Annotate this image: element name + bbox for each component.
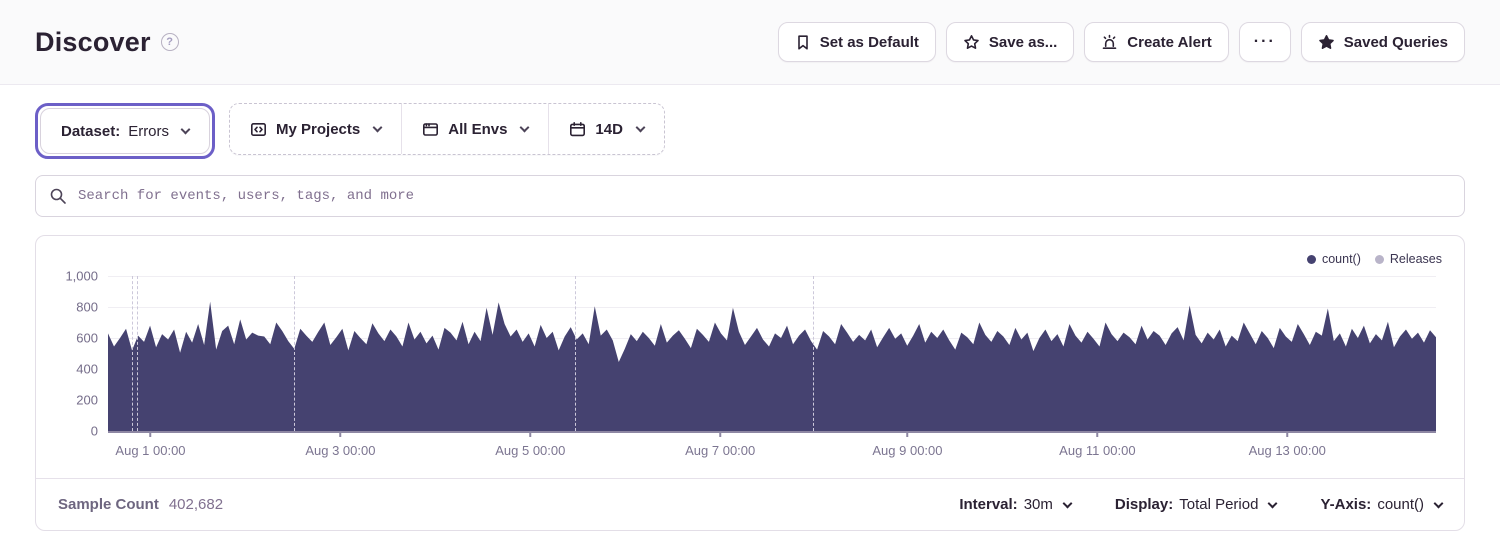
x-axis-label: Aug 3 00:00 bbox=[305, 443, 376, 458]
x-axis-tick bbox=[719, 431, 721, 437]
legend-item-releases[interactable]: Releases bbox=[1374, 252, 1442, 266]
chevron-down-icon bbox=[180, 124, 191, 134]
discover-content: Dataset: Errors My Projects All Envs 14D bbox=[0, 103, 1500, 531]
release-marker-line[interactable] bbox=[293, 276, 295, 431]
x-axis-label: Aug 5 00:00 bbox=[495, 443, 566, 458]
help-icon[interactable]: ? bbox=[160, 33, 179, 51]
x-axis-tick bbox=[339, 431, 342, 437]
x-axis: Aug 1 00:00 Aug 3 00:00 Aug 5 00:00 Aug 7 0… bbox=[108, 431, 1436, 476]
x-axis-label: Aug 11 00:00 bbox=[1059, 443, 1136, 458]
date-range-filter[interactable]: 14D bbox=[549, 104, 664, 154]
area-chart[interactable]: 0 200 400 600 800 1,000 Aug 1 00:00 Aug 3 00:0… bbox=[36, 236, 1464, 478]
x-axis-label: Aug 9 00:00 bbox=[872, 443, 943, 458]
sample-count: Sample Count 402,682 bbox=[58, 496, 224, 513]
dataset-selector[interactable]: Dataset: Errors bbox=[40, 108, 211, 154]
more-options-button[interactable]: ··· bbox=[1238, 22, 1291, 62]
x-axis-label: Aug 13 00:00 bbox=[1248, 443, 1326, 458]
release-marker-line[interactable] bbox=[575, 276, 577, 431]
divider bbox=[401, 104, 403, 154]
yaxis-selector[interactable]: Y-Axis: count() bbox=[1320, 496, 1444, 513]
search-input[interactable] bbox=[35, 175, 1465, 217]
bookmark-icon bbox=[797, 34, 808, 50]
search-icon bbox=[50, 188, 66, 204]
saved-queries-button[interactable]: Saved Queries bbox=[1300, 22, 1465, 62]
release-marker-line[interactable] bbox=[131, 276, 133, 431]
release-marker-line[interactable] bbox=[137, 276, 139, 431]
y-axis-label: 600 bbox=[76, 330, 98, 346]
create-alert-button[interactable]: Create Alert bbox=[1084, 22, 1229, 62]
sample-count-value: 402,682 bbox=[168, 496, 224, 513]
chevron-down-icon bbox=[635, 122, 646, 132]
y-axis-label: 200 bbox=[76, 392, 98, 408]
y-axis-label: 800 bbox=[76, 299, 98, 315]
page-header: Discover ? Set as Default Save as... Cre… bbox=[0, 0, 1500, 85]
divider bbox=[548, 104, 550, 154]
release-marker-line[interactable] bbox=[813, 276, 815, 431]
ellipsis-icon: ··· bbox=[1253, 33, 1276, 50]
chevron-down-icon bbox=[372, 122, 383, 132]
x-axis-tick bbox=[529, 431, 532, 437]
count-area-series bbox=[108, 276, 1436, 431]
x-axis-tick bbox=[149, 431, 152, 437]
x-axis-line bbox=[108, 431, 1436, 433]
calendar-icon bbox=[570, 121, 586, 136]
interval-selector[interactable]: Interval: 30m bbox=[959, 496, 1073, 513]
star-filled-icon bbox=[1318, 34, 1334, 49]
dataset-highlight-ring: Dataset: Errors bbox=[35, 103, 216, 159]
x-axis-label: Aug 7 00:00 bbox=[685, 443, 756, 458]
window-icon bbox=[423, 122, 439, 136]
save-as-button[interactable]: Save as... bbox=[945, 22, 1075, 62]
plot-area[interactable] bbox=[108, 276, 1436, 433]
x-axis-tick bbox=[1286, 431, 1288, 437]
chevron-down-icon bbox=[1433, 498, 1444, 508]
project-filter[interactable]: My Projects bbox=[230, 104, 402, 154]
chart-legend: count() Releases bbox=[1306, 252, 1442, 266]
legend-item-count[interactable]: count() bbox=[1306, 252, 1361, 266]
header-actions: Set as Default Save as... Create Alert ·… bbox=[777, 22, 1465, 62]
releases-series-dot bbox=[1374, 254, 1384, 264]
chart-controls: Interval: 30m Display: Total Period Y-Ax… bbox=[959, 496, 1444, 513]
page-title: Discover bbox=[35, 26, 151, 57]
filter-row: Dataset: Errors My Projects All Envs 14D bbox=[35, 103, 1465, 159]
y-axis-label: 0 bbox=[90, 423, 98, 439]
y-axis: 0 200 400 600 800 1,000 bbox=[36, 269, 98, 439]
display-selector[interactable]: Display: Total Period bbox=[1115, 496, 1278, 513]
projects-icon bbox=[251, 122, 267, 136]
chevron-down-icon bbox=[1268, 498, 1278, 508]
star-outline-icon bbox=[964, 34, 979, 49]
chart-panel: count() Releases 0 200 400 600 800 1,000 Aug … bbox=[35, 235, 1465, 531]
count-series-dot bbox=[1306, 254, 1316, 264]
y-axis-label: 400 bbox=[76, 361, 98, 377]
y-axis-label: 1,000 bbox=[65, 268, 98, 284]
x-axis-label: Aug 1 00:00 bbox=[115, 443, 186, 458]
set-as-default-button[interactable]: Set as Default bbox=[777, 22, 936, 62]
search-bar bbox=[35, 175, 1465, 217]
chevron-down-icon bbox=[519, 122, 530, 132]
chevron-down-icon bbox=[1062, 498, 1073, 508]
x-axis-tick bbox=[1096, 431, 1099, 437]
siren-icon bbox=[1102, 34, 1117, 49]
chart-footer: Sample Count 402,682 Interval: 30m Displ… bbox=[36, 478, 1464, 530]
page-filter-group: My Projects All Envs 14D bbox=[229, 103, 665, 155]
environment-filter[interactable]: All Envs bbox=[402, 104, 549, 154]
x-axis-tick bbox=[906, 431, 909, 437]
